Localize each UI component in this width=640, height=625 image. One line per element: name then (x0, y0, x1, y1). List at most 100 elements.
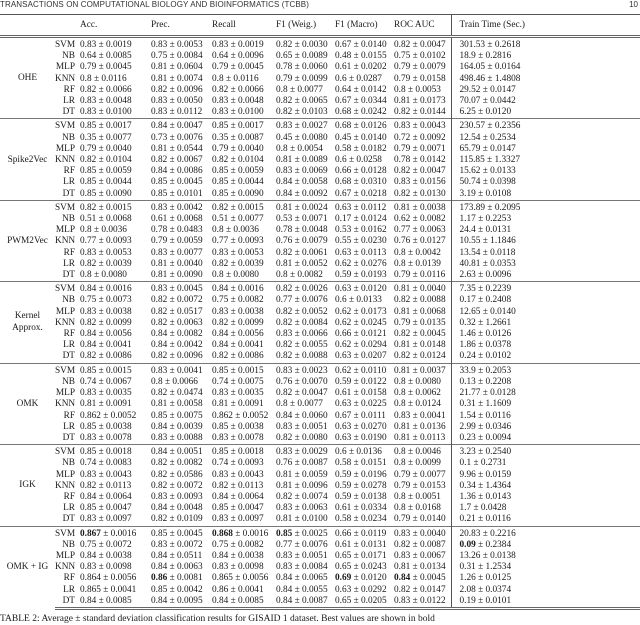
metric-value: 0.65 (276, 51, 293, 62)
metric-value: 0.82 (394, 188, 411, 199)
metric-value: 0.61 (151, 214, 168, 225)
metric-value: 7.35 (459, 284, 476, 295)
metric-cell: 0.83 ± 0.0023 (273, 362, 332, 377)
metric-cell: 33.9 ± 0.2053 (451, 362, 640, 377)
metric-cell: 0.83 ± 0.0093 (151, 491, 203, 502)
metric-cell: 0.81 ± 0.0052 (276, 258, 328, 269)
metric-cell: 0.21 ± 0.0116 (459, 514, 511, 525)
metric-cell: 0.84 ± 0.0048 (151, 503, 203, 514)
metric-cell: 0.76 ± 0.0127 (391, 236, 452, 248)
metric-cell: 0.82 ± 0.0066 (80, 84, 132, 95)
metric-cell: 0.862 ± 0.0052 (80, 410, 137, 421)
metric-cell: 0.68 ± 0.0310 (335, 177, 387, 188)
metric-value: 0.85 (212, 447, 229, 458)
method-label: SVM (55, 281, 77, 296)
metric-cell: 0.79 ± 0.0059 (151, 236, 203, 247)
metric-cell: 0.82 ± 0.0030 (276, 40, 328, 50)
metric-value: 13.54 (459, 247, 481, 258)
metric-cell: 0.82 ± 0.0088 (276, 351, 328, 362)
metric-value: 0.82 (276, 432, 293, 443)
metric-value: 0.75 (80, 295, 97, 306)
metric-cell: 3.19 ± 0.0108 (459, 188, 512, 199)
table-row: MLP 0.79 ± 0.0040 0.81 ± 0.0544 0.79 ± 0.00… (0, 143, 640, 156)
metric-value: 0.8 (394, 503, 406, 514)
metric-cell: 0.66 ± 0.0128 (335, 166, 387, 177)
metric-value: 33.9 (459, 365, 476, 376)
metric-value: 0.83 (80, 107, 97, 118)
metric-cell: 0.58 ± 0.0182 (335, 143, 387, 154)
metric-value: 0.62 (335, 317, 352, 328)
method-label: DT (62, 351, 75, 362)
metric-cell: 0.864 ± 0.0056 (80, 573, 137, 584)
metric-value: 0.8 (394, 447, 406, 458)
metric-value: 0.868 (212, 528, 233, 539)
metric-cell: 0.61 ± 0.0068 (151, 214, 203, 225)
metric-cell: 0.84 ± 0.0016 (77, 281, 148, 296)
metric-cell: 0.82 ± 0.0045 (391, 329, 452, 341)
table-row: KNN 0.8 ± 0.0116 0.81 ± 0.0074 0.8 ± 0.0116… (0, 73, 640, 85)
metric-cell: 0.75 ± 0.0102 (391, 51, 452, 63)
metric-cell: 0.13 ± 0.2208 (459, 376, 512, 387)
metric-value: 0.85 (80, 421, 97, 432)
metric-value: 1.26 (459, 573, 476, 584)
metric-cell: 40.81 ± 0.0353 (459, 258, 516, 269)
metric-value: 0.59 (335, 480, 352, 491)
metric-cell: 0.81 ± 0.0068 (391, 306, 452, 318)
metric-value: 0.81 (394, 96, 411, 107)
metric-cell: 0.84 ± 0.0085 (77, 595, 148, 610)
method-label: SVM (55, 40, 76, 50)
metric-cell: 0.84 ± 0.0082 (151, 329, 203, 340)
metric-cell: 0.8 ± 0.0080 (391, 376, 452, 389)
metric-cell: 0.84 ± 0.0038 (212, 550, 264, 561)
metric-value: 0.84 (394, 573, 411, 584)
metric-cell: 0.85 ± 0.0018 (77, 444, 148, 459)
table-row: MLP 0.83 ± 0.0043 0.82 ± 0.0586 0.83 ± 0.00… (0, 469, 640, 481)
method-label: DT (55, 595, 77, 610)
metric-cell: 0.83 ± 0.0077 (151, 247, 203, 258)
metric-cell: 0.59 ± 0.0193 (335, 270, 387, 281)
metric-cell: 0.65 ± 0.0243 (335, 562, 387, 573)
method-label: DT (62, 432, 75, 443)
metric-value: 164.05 (459, 62, 486, 73)
method-label: MLP (55, 469, 75, 480)
metric-cell: 0.82 ± 0.0147 (391, 584, 452, 596)
metric-value: 0.8 (212, 270, 224, 281)
metric-value: 0.59 (335, 491, 352, 502)
metric-value: 0.85 (212, 188, 229, 199)
metric-cell: 0.78 ± 0.0060 (276, 62, 328, 73)
metric-value: 230.57 (459, 121, 486, 132)
metric-value: 0.82 (151, 388, 168, 399)
metric-cell: 1.86 ± 0.0378 (459, 340, 512, 351)
metric-value: 0.83 (394, 528, 411, 539)
metric-value: 0.8 (276, 143, 288, 154)
metric-cell: 0.83 ± 0.0072 (151, 539, 203, 550)
metric-value: 0.31 (459, 399, 476, 410)
metric-value: 0.82 (151, 155, 168, 166)
metric-cell: 0.82 ± 0.0104 (80, 155, 132, 166)
method-label: LR (63, 177, 75, 188)
metric-value: 70.07 (459, 96, 481, 107)
table-row: LR 0.84 ± 0.0041 0.84 ± 0.0042 0.84 ± 0.004… (0, 340, 640, 352)
metric-cell: 0.79 ± 0.0116 (391, 270, 452, 282)
metric-cell: 0.84 ± 0.0016 (209, 281, 273, 296)
table-row: KNN 0.82 ± 0.0099 0.82 ± 0.0063 0.82 ± 0.00… (0, 317, 640, 330)
metric-value: 2.63 (459, 270, 476, 281)
metric-cell: 0.72 ± 0.0092 (391, 132, 452, 144)
metric-value: 0.83 (212, 514, 229, 525)
metric-cell: 0.86 ± 0.0041 (212, 584, 264, 595)
method-label: LR (63, 96, 75, 107)
metric-value: 12.65 (459, 306, 481, 317)
metric-cell: 0.59 ± 0.0278 (335, 480, 387, 491)
metric-cell: 0.51 ± 0.0068 (80, 214, 132, 225)
table-row: MLP 0.83 ± 0.0038 0.82 ± 0.0517 0.83 ± 0.00… (0, 306, 640, 318)
metric-value: 0.83 (151, 491, 168, 502)
metric-cell: 0.79 ± 0.0045 (80, 62, 132, 73)
method-label: NB (62, 214, 75, 225)
metric-value: 0.62 (335, 306, 352, 317)
metric-value: 0.83 (212, 432, 229, 443)
metric-cell: 0.83 ± 0.0040 (391, 525, 452, 540)
metric-value: 0.83 (212, 469, 229, 480)
metric-value: 0.82 (80, 202, 97, 213)
metric-value: 12.54 (459, 132, 481, 143)
metric-value: 0.84 (151, 340, 168, 351)
